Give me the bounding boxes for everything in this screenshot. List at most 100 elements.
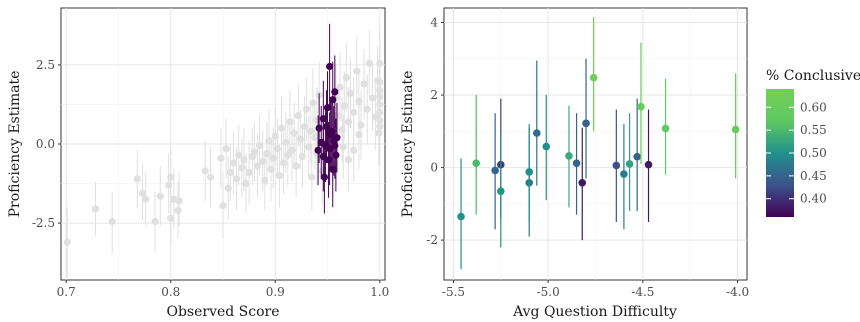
right-y-tick-label: 2: [430, 88, 438, 102]
left-data-point: [242, 179, 250, 188]
left-data-point: [245, 168, 253, 177]
left-data-point: [331, 88, 339, 96]
left-axes: 0.7 0.8 0.9 1.0 -2.5 0.0 2.5: [32, 58, 389, 299]
left-data-point: [91, 205, 100, 213]
right-data-point: [582, 119, 590, 128]
left-data-point: [217, 154, 225, 162]
left-data-point: [277, 124, 286, 132]
left-series-0: [63, 30, 384, 277]
right-data-marks: [457, 17, 740, 270]
right-data-point: [472, 159, 480, 168]
left-data-point: [339, 143, 347, 151]
left-data-point: [255, 141, 264, 150]
left-y-tick-label: 0.0: [36, 137, 55, 151]
left-data-point: [151, 217, 159, 226]
left-x-tick-label: 0.8: [161, 285, 180, 299]
right-data-point: [633, 152, 641, 161]
legend-tick-label: 0.45: [800, 169, 827, 183]
left-data-point: [360, 80, 368, 88]
left-data-point: [303, 105, 311, 113]
right-data-point: [542, 142, 551, 151]
left-data-point: [314, 146, 322, 154]
color-legend: % Conclusive 0.40 0.45 0.50 0.55 0.60: [766, 68, 860, 217]
right-data-point: [532, 129, 541, 137]
left-data-point: [201, 167, 209, 175]
left-data-point: [309, 99, 317, 107]
left-data-point: [250, 148, 258, 156]
right-data-point: [612, 161, 621, 170]
left-data-point: [332, 151, 340, 159]
right-axes: -5.5 -5.0 -4.5 -4.0 -2 0 2 4: [426, 16, 749, 299]
left-data-point: [219, 202, 227, 210]
left-data-marks: [63, 23, 384, 277]
right-x-tick-label: -5.5: [442, 285, 465, 299]
right-data-point: [525, 168, 534, 176]
right-x-tick-label: -4.5: [631, 285, 654, 299]
left-x-tick-label: 0.7: [57, 285, 76, 299]
left-data-point: [344, 156, 353, 164]
left-data-point: [368, 94, 377, 102]
left-data-point: [206, 173, 215, 181]
left-data-point: [292, 162, 300, 170]
left-data-point: [327, 130, 335, 139]
left-data-point: [319, 153, 327, 161]
left-data-point: [167, 214, 175, 222]
left-data-point: [138, 189, 147, 197]
right-data-point: [578, 179, 587, 187]
left-data-point: [320, 173, 328, 181]
right-data-point: [661, 124, 670, 133]
left-panel: 0.7 0.8 0.9 1.0 -2.5 0.0 2.5 Observed Score Pr…: [7, 7, 389, 320]
left-data-point: [363, 105, 371, 113]
left-data-point: [326, 62, 334, 71]
left-data-point: [229, 159, 238, 167]
right-x-tick-label: -5.0: [537, 285, 560, 299]
left-data-point: [174, 206, 182, 215]
legend-tick-label: 0.60: [800, 100, 827, 114]
left-data-point: [350, 146, 358, 154]
left-data-point: [308, 173, 316, 181]
left-x-tick-label: 0.9: [266, 285, 285, 299]
left-data-point: [342, 73, 350, 82]
left-series-1: [314, 23, 341, 214]
left-data-point: [133, 175, 141, 183]
right-data-point: [644, 160, 653, 169]
right-data-point: [497, 187, 505, 195]
right-y-axis-title: Proficiency Estimate: [400, 71, 416, 218]
right-y-tick-label: -2: [426, 233, 438, 247]
left-data-point: [235, 151, 243, 159]
legend-tick-label: 0.50: [800, 146, 827, 160]
right-data-point: [491, 166, 499, 175]
right-data-point: [589, 73, 598, 82]
left-y-tick-label: -2.5: [32, 216, 55, 230]
legend-tick-label: 0.55: [800, 123, 827, 137]
left-data-point: [346, 89, 355, 97]
left-x-axis-title: Observed Score: [166, 304, 279, 320]
right-data-point: [620, 170, 628, 178]
left-data-point: [108, 217, 116, 226]
legend-tick-label: 0.40: [800, 192, 827, 206]
left-data-point: [222, 145, 230, 153]
right-y-tick-label: 0: [430, 161, 438, 175]
legend-ticks: 0.40 0.45 0.50 0.55 0.60: [766, 100, 827, 206]
legend-title: % Conclusive: [766, 68, 860, 84]
left-x-tick-label: 1.0: [370, 285, 389, 299]
right-data-point: [731, 125, 740, 134]
right-panel: -5.5 -5.0 -4.5 -4.0 -2 0 2 4 Avg Question Diffi…: [400, 7, 749, 320]
right-x-axis-title: Avg Question Difficulty: [512, 304, 677, 320]
left-data-point: [167, 173, 175, 181]
left-data-point: [63, 238, 71, 246]
left-data-point: [355, 130, 363, 139]
left-y-tick-label: 2.5: [36, 58, 55, 72]
right-data-point: [572, 159, 581, 168]
right-data-point: [565, 152, 573, 160]
left-data-point: [326, 145, 334, 153]
left-y-axis-title: Proficiency Estimate: [7, 71, 23, 218]
left-data-point: [350, 108, 358, 116]
right-data-point: [637, 102, 645, 111]
left-data-point: [175, 197, 183, 205]
left-data-point: [365, 59, 373, 67]
left-data-point: [331, 141, 339, 150]
right-data-point: [625, 160, 634, 168]
left-data-point: [226, 168, 234, 177]
